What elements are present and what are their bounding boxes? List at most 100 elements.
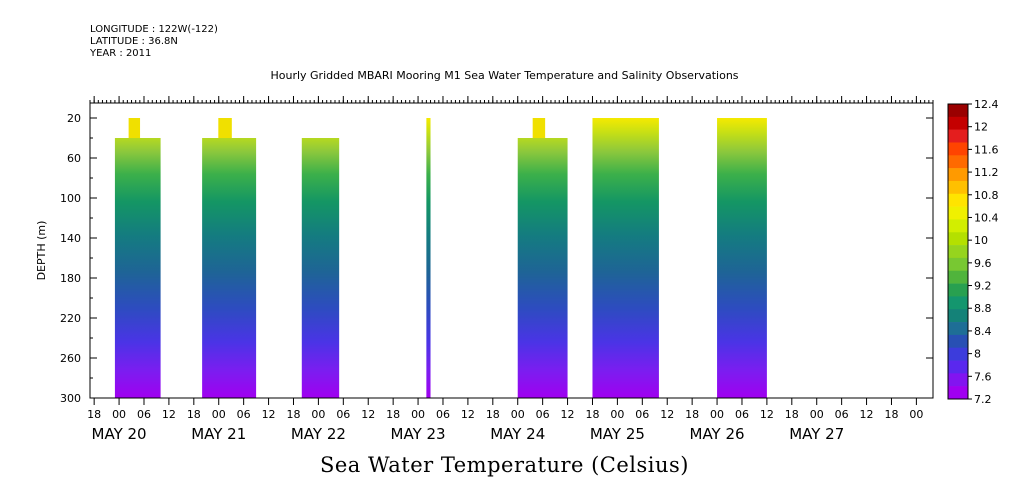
data-block: [301, 138, 340, 398]
metadata-block: LONGITUDE : 122W(-122) LATITUDE : 36.8N …: [90, 24, 218, 60]
x-tick-label: 00: [212, 408, 226, 421]
x-tick-label: 12: [461, 408, 475, 421]
x-date-label: MAY 20: [92, 425, 147, 443]
x-date-label: MAY 25: [590, 425, 645, 443]
x-tick-label: 18: [87, 408, 101, 421]
colorbar-swatch: [948, 270, 968, 284]
data-block: [114, 138, 161, 398]
x-tick-label: 12: [361, 408, 375, 421]
colorbar-swatch: [948, 142, 968, 156]
colorbar-label: 11.2: [974, 166, 999, 179]
colorbar-swatch: [948, 206, 968, 220]
x-date-label: MAY 23: [391, 425, 446, 443]
y-axis-title: DEPTH (m): [35, 221, 48, 281]
colorbar-swatch: [948, 283, 968, 297]
x-tick-label: 18: [685, 408, 699, 421]
colorbar-label: 8.4: [974, 325, 992, 338]
x-axis-title: Sea Water Temperature (Celsius): [319, 453, 689, 477]
x-tick-label: 00: [810, 408, 824, 421]
year-label: YEAR : 2011: [90, 48, 152, 59]
colorbar-swatch: [948, 193, 968, 207]
x-tick-label: 06: [436, 408, 450, 421]
data-block-shallow: [532, 118, 546, 138]
colorbar-swatch: [948, 168, 968, 182]
colorbar-swatch: [948, 322, 968, 336]
x-tick-label: 00: [610, 408, 624, 421]
colorbar-swatch: [948, 373, 968, 387]
colorbar-swatch: [948, 309, 968, 323]
y-tick-label: 260: [60, 352, 81, 365]
x-tick-label: 18: [585, 408, 599, 421]
colorbar-label: 8.8: [974, 302, 992, 315]
y-tick-label: 180: [60, 272, 81, 285]
x-date-label: MAY 22: [291, 425, 346, 443]
colorbar-swatch: [948, 180, 968, 195]
y-tick-label: 140: [60, 232, 81, 245]
data-block: [592, 118, 659, 398]
colorbar-label: 7.2: [974, 393, 992, 406]
longitude-label: LONGITUDE : 122W(-122): [90, 24, 218, 35]
x-tick-label: 18: [386, 408, 400, 421]
colorbar-label: 8: [974, 348, 981, 361]
colorbar-label: 12.4: [974, 98, 999, 111]
x-tick-label: 12: [561, 408, 575, 421]
x-tick-label: 18: [884, 408, 898, 421]
x-tick-label: 00: [112, 408, 126, 421]
data-block: [202, 138, 257, 398]
x-tick-label: 18: [286, 408, 300, 421]
x-date-label: MAY 24: [490, 425, 545, 443]
y-tick-label: 20: [67, 112, 81, 125]
data-block: [717, 118, 767, 398]
x-tick-label: 18: [486, 408, 500, 421]
x-tick-label: 18: [187, 408, 201, 421]
colorbar-swatch: [948, 129, 968, 143]
x-tick-label: 06: [137, 408, 151, 421]
x-tick-label: 06: [735, 408, 749, 421]
colorbar-label: 9.6: [974, 257, 992, 270]
x-date-label: MAY 21: [191, 425, 246, 443]
x-tick-label: 06: [536, 408, 550, 421]
x-tick-label: 00: [511, 408, 525, 421]
x-tick-label: 06: [336, 408, 350, 421]
colorbar-swatch: [948, 296, 968, 310]
latitude-label: LATITUDE : 36.8N: [90, 36, 178, 47]
x-tick-label: 12: [860, 408, 874, 421]
colorbar-label: 7.6: [974, 370, 992, 383]
y-tick-label: 300: [60, 392, 81, 405]
x-tick-label: 06: [237, 408, 251, 421]
y-tick-label: 60: [67, 152, 81, 165]
x-tick-label: 12: [262, 408, 276, 421]
plot-frame: [89, 102, 934, 399]
x-tick-label: 00: [710, 408, 724, 421]
colorbar-swatch: [948, 257, 968, 272]
colorbar-swatch: [948, 245, 968, 259]
x-tick-label: 12: [660, 408, 674, 421]
colorbar-label: 10.4: [974, 211, 999, 224]
colorbar-swatch: [948, 104, 968, 118]
x-tick-label: 06: [635, 408, 649, 421]
x-tick-label: 12: [760, 408, 774, 421]
colorbar-swatch: [948, 155, 968, 169]
colorbar-frame: [947, 103, 969, 400]
colorbar-swatch: [948, 360, 968, 374]
colorbar-swatch: [948, 334, 968, 348]
data-block: [426, 118, 431, 398]
x-tick-label: 00: [909, 408, 923, 421]
y-tick-label: 220: [60, 312, 81, 325]
colorbar-swatch: [948, 232, 968, 246]
y-tick-label: 100: [60, 192, 81, 205]
x-tick-label: 18: [785, 408, 799, 421]
data-block: [517, 138, 568, 398]
x-tick-label: 06: [835, 408, 849, 421]
x-date-label: MAY 26: [690, 425, 745, 443]
chart-title: Hourly Gridded MBARI Mooring M1 Sea Wate…: [270, 69, 739, 82]
x-tick-label: 12: [162, 408, 176, 421]
colorbar-swatch: [948, 386, 968, 400]
x-tick-label: 00: [311, 408, 325, 421]
x-tick-label: 00: [411, 408, 425, 421]
x-date-label: MAY 27: [789, 425, 844, 443]
colorbar-swatch: [948, 219, 968, 233]
colorbar-label: 10.8: [974, 189, 999, 202]
colorbar-label: 12: [974, 121, 988, 134]
